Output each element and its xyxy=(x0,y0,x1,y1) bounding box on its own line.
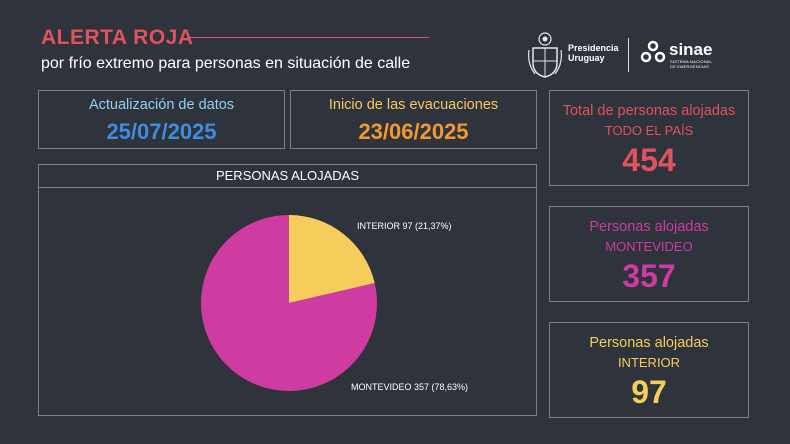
pie-slice-interior xyxy=(289,215,375,303)
evacuation-start-box: Inicio de las evacuaciones 23/06/2025 xyxy=(290,90,537,149)
update-date-label: Actualización de datos xyxy=(88,97,235,113)
pie-panel-header xyxy=(39,165,536,188)
pie-label-interior: INTERIOR 97 (21,37%) xyxy=(357,221,452,231)
montevideo-sublabel: MONTEVIDEO xyxy=(605,239,693,254)
update-date-value: 25/07/2025 xyxy=(106,119,217,144)
interior-box: Personas alojadas INTERIOR 97 xyxy=(549,322,749,418)
pie-panel-title: PERSONAS ALOJADAS xyxy=(215,168,360,183)
evacuation-start-label: Inicio de las evacuaciones xyxy=(328,97,499,113)
pie-panel: PERSONAS ALOJADAS INTERIOR 97 (21,37%) M… xyxy=(38,164,537,416)
total-label: Total de personas alojadas xyxy=(562,103,736,119)
presidencia-logo-text: Presidencia Uruguay xyxy=(568,43,619,63)
sinae-logo-subtext: SISTEMA NACIONAL DE EMERGENCIAS xyxy=(670,59,713,69)
sinae-logo-icon xyxy=(640,40,666,63)
total-box: Total de personas alojadas TODO EL PAÍS … xyxy=(549,90,749,186)
logos: Presidencia Uruguay sinae SISTEMA NACION… xyxy=(527,30,767,80)
total-sublabel: TODO EL PAÍS xyxy=(604,123,694,138)
pie-slice-montevideo xyxy=(201,215,377,391)
logo-separator xyxy=(628,38,629,72)
evacuation-start-value: 23/06/2025 xyxy=(358,119,469,144)
page-title: ALERTA ROJA xyxy=(41,26,194,49)
update-date-box: Actualización de datos 25/07/2025 xyxy=(38,90,285,149)
pie-label-montevideo: MONTEVIDEO 357 (78,63%) xyxy=(351,382,469,392)
page-subtitle: por frío extremo para personas en situac… xyxy=(41,55,411,72)
uruguay-coat-of-arms-icon xyxy=(528,32,562,78)
montevideo-label: Personas alojadas xyxy=(589,219,709,235)
sinae-logo-text: sinae xyxy=(669,40,713,59)
interior-label: Personas alojadas xyxy=(589,335,709,351)
montevideo-box: Personas alojadas MONTEVIDEO 357 xyxy=(549,206,749,302)
total-value: 454 xyxy=(622,142,676,178)
title-divider xyxy=(189,37,429,38)
interior-sublabel: INTERIOR xyxy=(617,355,681,370)
interior-value: 97 xyxy=(631,374,667,410)
montevideo-value: 357 xyxy=(622,258,676,294)
pie-chart xyxy=(201,215,377,391)
